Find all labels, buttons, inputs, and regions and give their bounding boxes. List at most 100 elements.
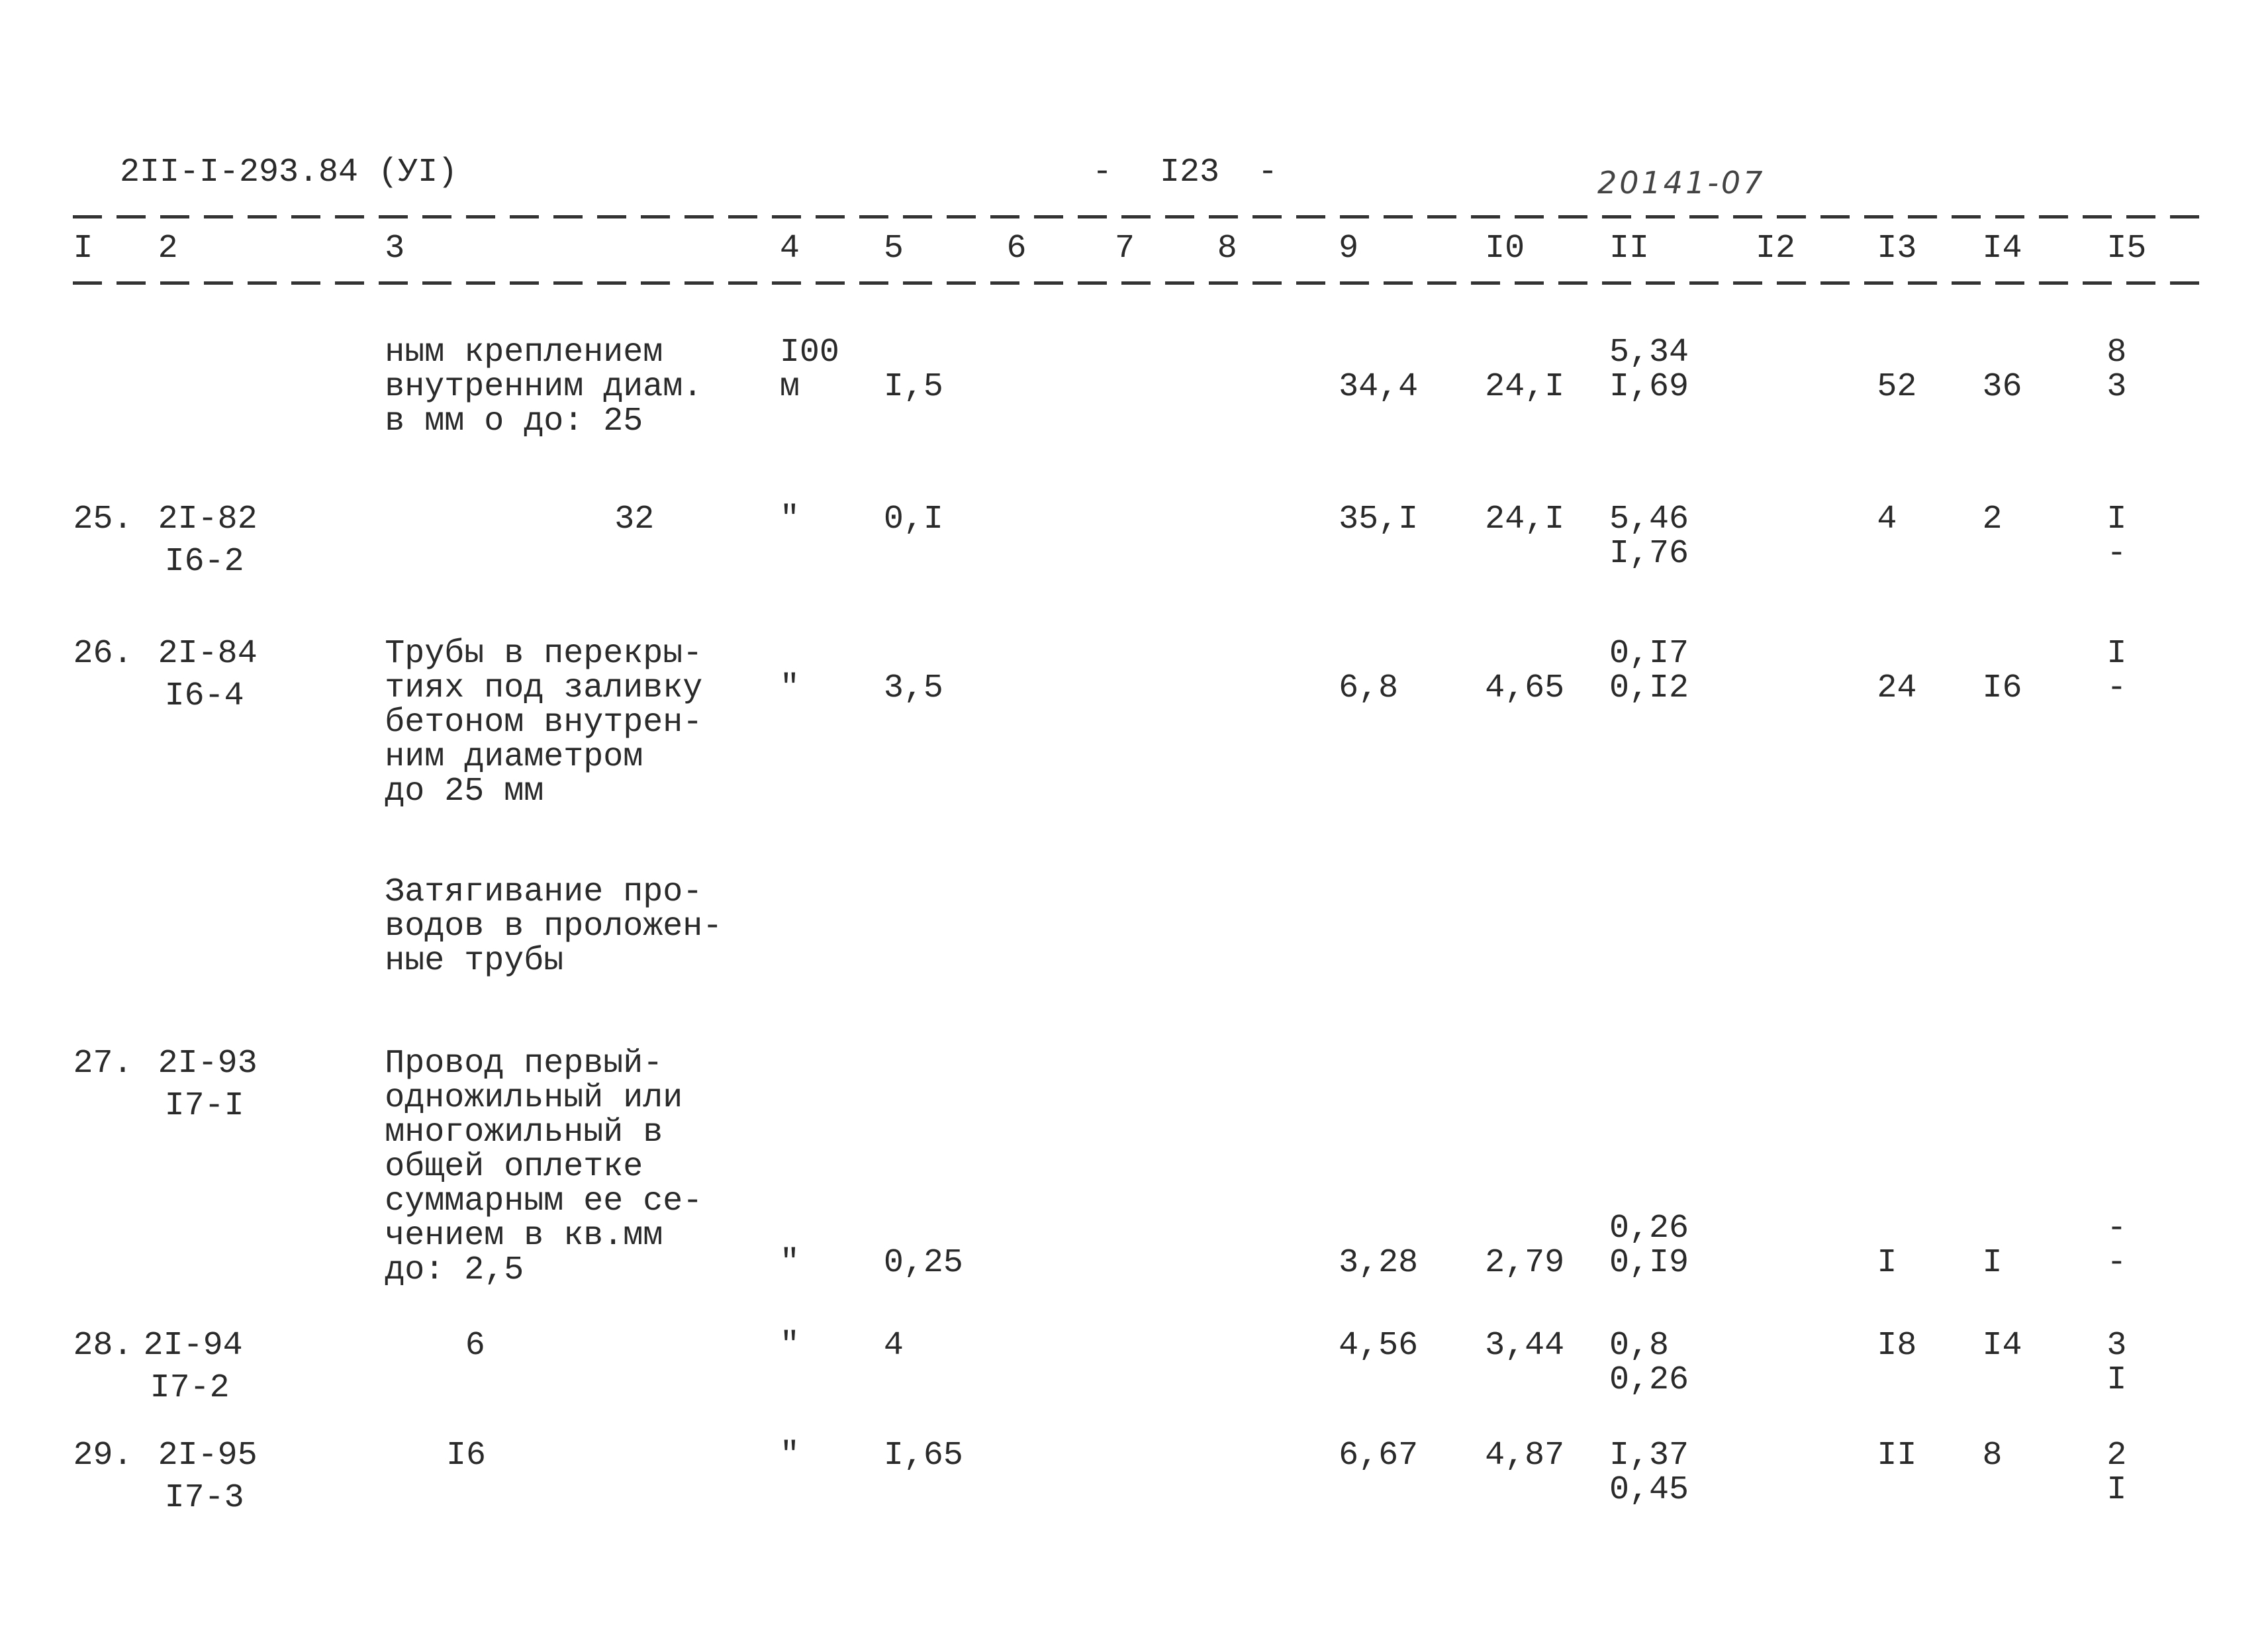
cell-desc: Трубы в перекры- [385,634,703,673]
column-header: 2 [158,230,178,267]
cell-c9: 34,4 [1339,367,1419,406]
cell-c11: I,37 [1609,1436,1689,1475]
column-header: I2 [1756,230,1796,267]
cell-c5: 4 [883,1327,904,1365]
cell-c14: 8 [1982,1436,2003,1475]
cell-c15: I [2106,1471,2127,1509]
column-header: I0 [1485,230,1525,267]
column-header: I5 [2106,230,2147,267]
cell-code: 2I-94 [143,1327,243,1365]
cell-desc: ные трубы [385,942,564,981]
cell-num: 29. [73,1436,133,1475]
cell-c5: I,5 [883,367,943,406]
column-header: 4 [779,230,800,267]
cell-desc: ным креплением [385,333,663,371]
cell-c5: I,65 [883,1436,963,1475]
cell-unit: I00 [779,333,839,371]
cell-unit: " [779,500,800,538]
cell-unit: м [779,367,800,406]
cell-c13: 24 [1877,669,1917,707]
cell-c15: I [2106,634,2127,673]
cell-c11: 0,26 [1609,1210,1689,1248]
dash: - [1258,154,1278,191]
cell-c15: - [2106,534,2127,573]
cell-c13: 52 [1877,367,1917,406]
cell-c11: I,69 [1609,367,1689,406]
cell-c9: 35,I [1339,500,1419,538]
cell-c10: 24,I [1485,367,1565,406]
doc-code: 2II-I-293.84 (УI) [120,154,458,191]
cell-desc: до: 2,5 [385,1251,524,1289]
cell-unit: " [779,669,800,707]
cell-c13: I [1877,1244,1897,1282]
cell-desc: до 25 мм [385,772,544,810]
cell-desc: Провод первый- [385,1044,663,1083]
column-header: I3 [1877,230,1917,267]
cell-c11: 5,46 [1609,500,1689,538]
cell-c15: I [2106,1361,2127,1400]
cell-code: I6-4 [164,677,244,715]
cell-code: I7-I [164,1087,244,1125]
cell-desc: 6 [465,1327,485,1365]
cell-num: 26. [73,634,133,673]
cell-c15: - [2106,669,2127,707]
cell-desc: бетоном внутрен- [385,703,703,742]
cell-num: 28. [73,1327,133,1365]
cell-code: 2I-84 [158,634,258,673]
rule [73,281,2212,285]
column-header: 5 [883,230,904,267]
cell-desc: одножильный или [385,1079,683,1117]
cell-code: 2I-95 [158,1436,258,1475]
cell-c14: 2 [1982,500,2003,538]
column-header: II [1609,230,1650,267]
cell-code: I7-2 [150,1369,230,1408]
cell-c5: 3,5 [883,669,943,707]
cell-code: 2I-93 [158,1044,258,1083]
cell-desc: внутренним диам. [385,367,703,406]
cell-desc: многожильный в [385,1113,663,1151]
cell-c13: 4 [1877,500,1897,538]
cell-desc: Затягивание про- [385,873,703,912]
cell-c10: 2,79 [1485,1244,1565,1282]
cell-c9: 4,56 [1339,1327,1419,1365]
cell-c14: I4 [1982,1327,2022,1365]
cell-c11: 0,26 [1609,1361,1689,1400]
cell-desc: 32 [614,500,655,538]
column-header: 3 [385,230,405,267]
cell-c9: 6,67 [1339,1436,1419,1475]
cell-c11: 0,8 [1609,1327,1670,1365]
cell-code: I7-3 [164,1478,244,1517]
cell-c15: 3 [2106,1327,2127,1365]
cell-c11: 0,I7 [1609,634,1689,673]
cell-c11: 0,45 [1609,1471,1689,1509]
cell-desc: чением в кв.мм [385,1216,663,1255]
column-header: 9 [1339,230,1359,267]
cell-unit: " [779,1436,800,1475]
cell-c11: 5,34 [1609,333,1689,371]
cell-c5: 0,25 [883,1244,963,1282]
column-header: 7 [1115,230,1135,267]
cell-desc: тиях под заливку [385,669,703,707]
cell-c10: 4,65 [1485,669,1565,707]
cell-c11: I,76 [1609,534,1689,573]
column-header: I4 [1982,230,2022,267]
cell-desc: суммарным ее се- [385,1182,703,1220]
cell-c13: I8 [1877,1327,1917,1365]
cell-c15: - [2106,1210,2127,1248]
column-header: I [73,230,93,267]
cell-desc: общей оплетке [385,1147,643,1186]
cell-desc: в мм о до: 25 [385,402,643,440]
cell-c14: 36 [1982,367,2022,406]
rule [73,215,2212,218]
cell-c11: 0,I2 [1609,669,1689,707]
cell-c11: 0,I9 [1609,1244,1689,1282]
column-header: 6 [1006,230,1027,267]
cell-unit: " [779,1327,800,1365]
cell-c10: 24,I [1485,500,1565,538]
cell-c9: 3,28 [1339,1244,1419,1282]
cell-c14: I [1982,1244,2003,1282]
cell-code: 2I-82 [158,500,258,538]
cell-c9: 6,8 [1339,669,1399,707]
cell-num: 25. [73,500,133,538]
